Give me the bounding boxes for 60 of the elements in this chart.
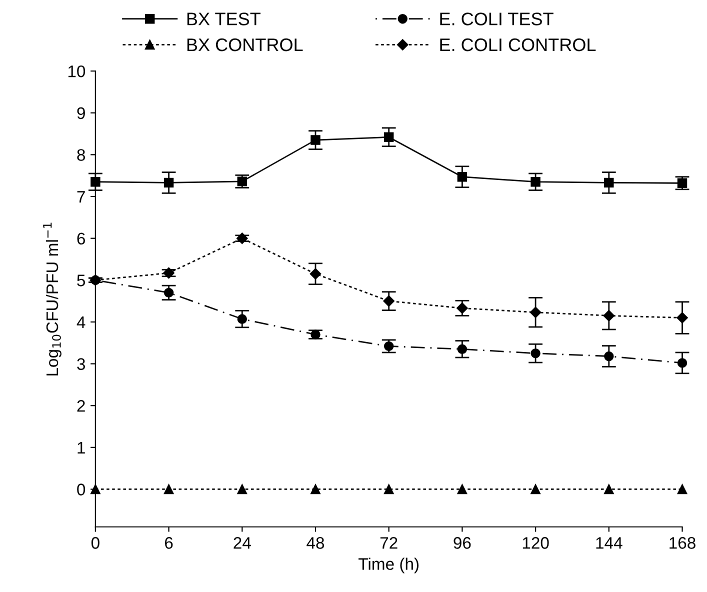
point	[457, 172, 468, 182]
x-tick-label: 144	[596, 537, 622, 549]
point	[603, 310, 615, 322]
point	[456, 302, 468, 314]
point	[90, 274, 102, 286]
y-tick-label: 8	[77, 149, 85, 161]
point	[530, 484, 540, 494]
point	[310, 268, 322, 280]
point	[604, 351, 614, 362]
y-tick-label: 7	[77, 191, 85, 203]
x-tick-label: 120	[522, 537, 549, 549]
y-tick-label: 6	[77, 232, 85, 245]
point	[164, 288, 174, 298]
legend-label: E. COLI TEST	[440, 12, 554, 26]
x-tick-label: 72	[380, 537, 398, 549]
point	[677, 358, 688, 368]
x-axis-title: Time (h)	[358, 558, 419, 574]
x-tick-label: 168	[670, 537, 696, 549]
x-tick-label: 24	[234, 537, 251, 549]
point	[383, 295, 394, 307]
x-tick-label: 48	[306, 537, 324, 549]
legend-label: BX CONTROL	[187, 38, 303, 52]
point	[604, 484, 614, 494]
point	[384, 132, 394, 142]
point	[164, 484, 174, 494]
y-tick-label: 10	[68, 65, 86, 78]
point	[310, 330, 320, 340]
y-tick-label: 0	[77, 484, 86, 496]
point	[530, 306, 542, 318]
y-tick-label: 1	[78, 442, 85, 454]
point	[237, 176, 248, 186]
point	[457, 344, 468, 354]
legend-label: BX TEST	[187, 12, 260, 26]
x-tick-label: 6	[165, 537, 173, 549]
point	[677, 178, 688, 188]
point	[457, 484, 468, 494]
point	[310, 484, 320, 494]
point	[530, 348, 540, 358]
point	[384, 484, 394, 494]
point	[384, 341, 394, 352]
point	[90, 177, 100, 187]
y-tick-label: 9	[77, 107, 85, 120]
legend-label: E. COLI CONTROL	[440, 38, 596, 52]
x-tick-label: 96	[454, 537, 471, 549]
point	[677, 484, 688, 494]
y-axis-title: Log$_{10}$CFU/PFU ml$^{−1}$	[43, 222, 62, 376]
point	[310, 135, 320, 145]
point	[163, 267, 174, 279]
y-tick-label: 3	[77, 358, 85, 370]
point	[237, 314, 248, 324]
point	[676, 312, 688, 324]
y-tick-label: 5	[77, 274, 86, 286]
point	[530, 177, 540, 187]
point	[164, 178, 174, 188]
point	[90, 484, 100, 494]
point	[237, 484, 248, 494]
y-tick-label: 4	[76, 316, 86, 328]
x-tick-label: 0	[91, 537, 100, 549]
point	[604, 178, 614, 188]
y-tick-label: 2	[77, 400, 85, 412]
